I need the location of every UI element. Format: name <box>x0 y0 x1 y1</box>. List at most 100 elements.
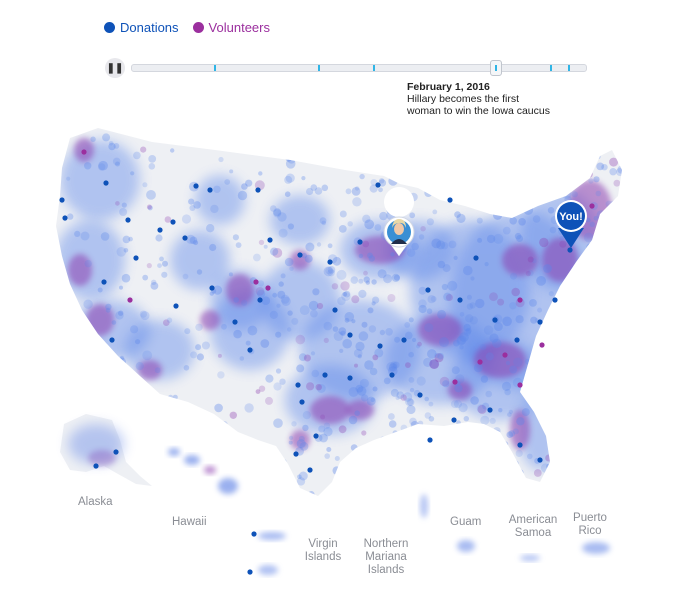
donation-point <box>209 285 215 291</box>
donations-dot-icon <box>104 22 115 33</box>
donation-point <box>537 457 543 463</box>
donation-point <box>473 255 479 261</box>
territory-blobs <box>258 494 610 575</box>
donation-point <box>257 297 263 303</box>
donation-point <box>103 180 109 186</box>
donation-point <box>293 451 299 457</box>
play-pause-button[interactable]: ❚❚ <box>105 58 125 78</box>
timeline-event-tick[interactable] <box>213 65 216 71</box>
legend-item-donations: Donations <box>104 20 179 35</box>
donation-point <box>357 239 363 245</box>
donation-point <box>247 347 253 353</box>
candidate-location-marker[interactable] <box>383 187 415 257</box>
donation-point <box>109 337 115 343</box>
pause-icon: ❚❚ <box>106 62 124 74</box>
hawaii-islands <box>168 448 238 494</box>
you-location-marker[interactable]: You! <box>555 200 587 248</box>
timeline-scrubber[interactable]: ❚❚ <box>105 58 587 80</box>
donation-point <box>537 319 543 325</box>
donation-point <box>173 303 179 309</box>
alaska-landmass <box>60 414 152 486</box>
donation-point <box>425 287 431 293</box>
label-puerto-rico: Puerto Rico <box>568 512 612 538</box>
volunteer-point <box>477 359 483 365</box>
map-legend: Donations Volunteers <box>104 20 270 35</box>
timeline-event-caption: February 1, 2016 Hillary becomes the fir… <box>407 81 550 117</box>
donation-point <box>567 247 573 253</box>
volunteer-point <box>452 379 458 385</box>
volunteer-point <box>539 342 545 348</box>
donation-point <box>125 217 131 223</box>
donation-point <box>389 372 395 378</box>
donation-point <box>113 449 119 455</box>
label-alaska: Alaska <box>78 496 113 508</box>
donation-point <box>251 531 257 537</box>
donation-point <box>297 252 303 258</box>
donation-point <box>267 237 273 243</box>
donation-point <box>193 183 199 189</box>
timeline-event-tick[interactable] <box>549 65 552 71</box>
donation-point <box>247 569 253 575</box>
timeline-event-tick[interactable] <box>318 65 321 71</box>
donation-point <box>514 337 520 343</box>
volunteer-point <box>81 149 87 155</box>
donation-point <box>487 407 493 413</box>
donation-point <box>417 392 423 398</box>
donation-point <box>347 375 353 381</box>
volunteer-point <box>265 285 271 291</box>
legend-volunteers-label: Volunteers <box>208 20 270 35</box>
volunteer-point <box>502 352 508 358</box>
label-puerto-rico-line1: Puerto <box>573 512 607 524</box>
donation-point <box>93 463 99 469</box>
donation-point <box>327 259 333 265</box>
donation-point <box>492 317 498 323</box>
donation-point <box>59 197 65 203</box>
timeline-event-tick[interactable] <box>372 65 375 71</box>
donation-point <box>457 297 463 303</box>
timeline-event-tick[interactable] <box>495 65 498 71</box>
donation-point <box>295 382 301 388</box>
donation-point <box>377 343 383 349</box>
label-virgin-islands-line2: Islands <box>304 551 342 563</box>
label-hawaii: Hawaii <box>172 516 207 528</box>
label-virgin-islands-line1: Virgin <box>308 538 338 550</box>
timeline-event-tick[interactable] <box>567 65 570 71</box>
label-american-samoa-line2: Samoa <box>514 527 552 539</box>
legend-item-volunteers: Volunteers <box>192 20 270 35</box>
donation-point <box>401 337 407 343</box>
event-date: February 1, 2016 <box>407 81 490 93</box>
volunteer-point <box>253 279 259 285</box>
legend-donations-label: Donations <box>120 20 179 35</box>
donation-point <box>552 297 558 303</box>
label-northern-mariana-islands: Northern Mariana Islands <box>358 538 414 577</box>
donation-point <box>62 215 68 221</box>
label-guam: Guam <box>450 516 482 528</box>
donation-point <box>313 433 319 439</box>
volunteer-point <box>517 382 523 388</box>
candidate-avatar-icon <box>387 219 411 244</box>
donation-point <box>182 235 188 241</box>
donation-point <box>375 182 381 188</box>
you-marker-label: You! <box>559 211 583 223</box>
donation-point <box>255 187 261 193</box>
donation-point <box>322 372 328 378</box>
donation-point <box>427 437 433 443</box>
donation-point <box>299 399 305 405</box>
event-description-line-2: woman to win the Iowa caucus <box>407 105 550 117</box>
donation-point <box>307 467 313 473</box>
label-virgin-islands: Virgin Islands <box>300 538 346 564</box>
donation-volunteer-points <box>59 149 595 575</box>
donation-point <box>332 307 338 313</box>
label-american-samoa-line1: American <box>508 514 558 526</box>
label-northern-mariana-line1: Northern <box>363 538 409 550</box>
event-description-line-1: Hillary becomes the first <box>407 93 520 105</box>
label-puerto-rico-line2: Rico <box>578 525 602 537</box>
volunteers-dot-icon <box>192 22 204 33</box>
volunteer-point <box>589 203 595 209</box>
label-northern-mariana-line2: Mariana <box>365 551 407 563</box>
timeline-track[interactable] <box>131 60 587 76</box>
donation-point <box>517 442 523 448</box>
volunteer-point <box>127 297 133 303</box>
label-northern-mariana-line3: Islands <box>367 564 405 576</box>
